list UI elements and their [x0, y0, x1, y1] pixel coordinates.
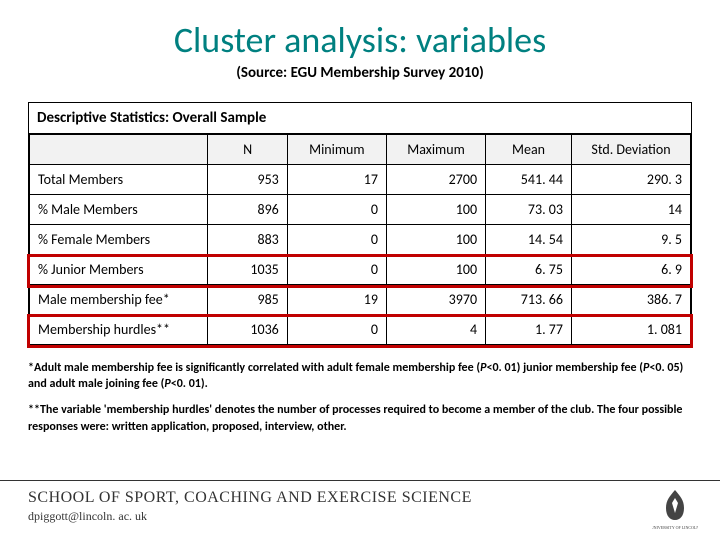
table-caption: Descriptive Statistics: Overall Sample — [29, 103, 691, 134]
svg-text:UNIVERSITY OF LINCOLN: UNIVERSITY OF LINCOLN — [652, 525, 698, 530]
footer: SCHOOL OF SPORT, COACHING AND EXERCISE S… — [0, 480, 720, 540]
row-n: 1035 — [208, 255, 287, 285]
row-max: 3970 — [386, 285, 485, 315]
table-row: Male membership fee*985193970713. 66386.… — [30, 285, 691, 315]
row-n: 985 — [208, 285, 287, 315]
col-sd: Std. Deviation — [571, 135, 690, 165]
table-row: % Female Members883010014. 549. 5 — [30, 225, 691, 255]
row-label: Membership hurdles** — [30, 315, 208, 345]
footer-email: dpiggott@lincoln. ac. uk — [28, 509, 692, 524]
row-mean: 14. 54 — [486, 225, 572, 255]
stats-table: N Minimum Maximum Mean Std. Deviation To… — [29, 134, 691, 345]
row-sd: 1. 081 — [571, 315, 690, 345]
row-mean: 1. 77 — [486, 315, 572, 345]
col-max: Maximum — [386, 135, 485, 165]
row-mean: 73. 03 — [486, 195, 572, 225]
footnote-2: **The variable 'membership hurdles' deno… — [28, 402, 692, 434]
row-max: 4 — [386, 315, 485, 345]
row-max: 2700 — [386, 165, 485, 195]
table-row: Total Members953172700541. 44290. 3 — [30, 165, 691, 195]
table-header-row: N Minimum Maximum Mean Std. Deviation — [30, 135, 691, 165]
row-min: 19 — [287, 285, 386, 315]
col-n: N — [208, 135, 287, 165]
col-mean: Mean — [486, 135, 572, 165]
row-label: % Junior Members — [30, 255, 208, 285]
university-logo-icon: UNIVERSITY OF LINCOLN — [652, 488, 698, 530]
row-min: 0 — [287, 315, 386, 345]
table-row: % Male Members896010073. 0314 — [30, 195, 691, 225]
footnote-1: *Adult male membership fee is significan… — [28, 360, 692, 392]
row-sd: 9. 5 — [571, 225, 690, 255]
row-label: % Female Members — [30, 225, 208, 255]
footer-school: SCHOOL OF SPORT, COACHING AND EXERCISE S… — [28, 489, 692, 507]
table-row: Membership hurdles**1036041. 771. 081 — [30, 315, 691, 345]
row-max: 100 — [386, 195, 485, 225]
row-n: 1036 — [208, 315, 287, 345]
row-label: % Male Members — [30, 195, 208, 225]
page-title: Cluster analysis: variables — [28, 18, 692, 62]
col-min: Minimum — [287, 135, 386, 165]
row-max: 100 — [386, 255, 485, 285]
row-label: Total Members — [30, 165, 208, 195]
row-n: 896 — [208, 195, 287, 225]
row-n: 953 — [208, 165, 287, 195]
row-mean: 713. 66 — [486, 285, 572, 315]
row-sd: 6. 9 — [571, 255, 690, 285]
table-row: % Junior Members103501006. 756. 9 — [30, 255, 691, 285]
row-min: 0 — [287, 195, 386, 225]
row-mean: 541. 44 — [486, 165, 572, 195]
row-label: Male membership fee* — [30, 285, 208, 315]
row-n: 883 — [208, 225, 287, 255]
row-min: 17 — [287, 165, 386, 195]
row-sd: 290. 3 — [571, 165, 690, 195]
footnotes: *Adult male membership fee is significan… — [28, 360, 692, 435]
row-mean: 6. 75 — [486, 255, 572, 285]
row-sd: 14 — [571, 195, 690, 225]
row-sd: 386. 7 — [571, 285, 690, 315]
col-blank — [30, 135, 208, 165]
page-subtitle: (Source: EGU Membership Survey 2010) — [28, 64, 692, 82]
stats-table-container: Descriptive Statistics: Overall Sample N… — [28, 102, 692, 346]
row-min: 0 — [287, 225, 386, 255]
row-max: 100 — [386, 225, 485, 255]
row-min: 0 — [287, 255, 386, 285]
